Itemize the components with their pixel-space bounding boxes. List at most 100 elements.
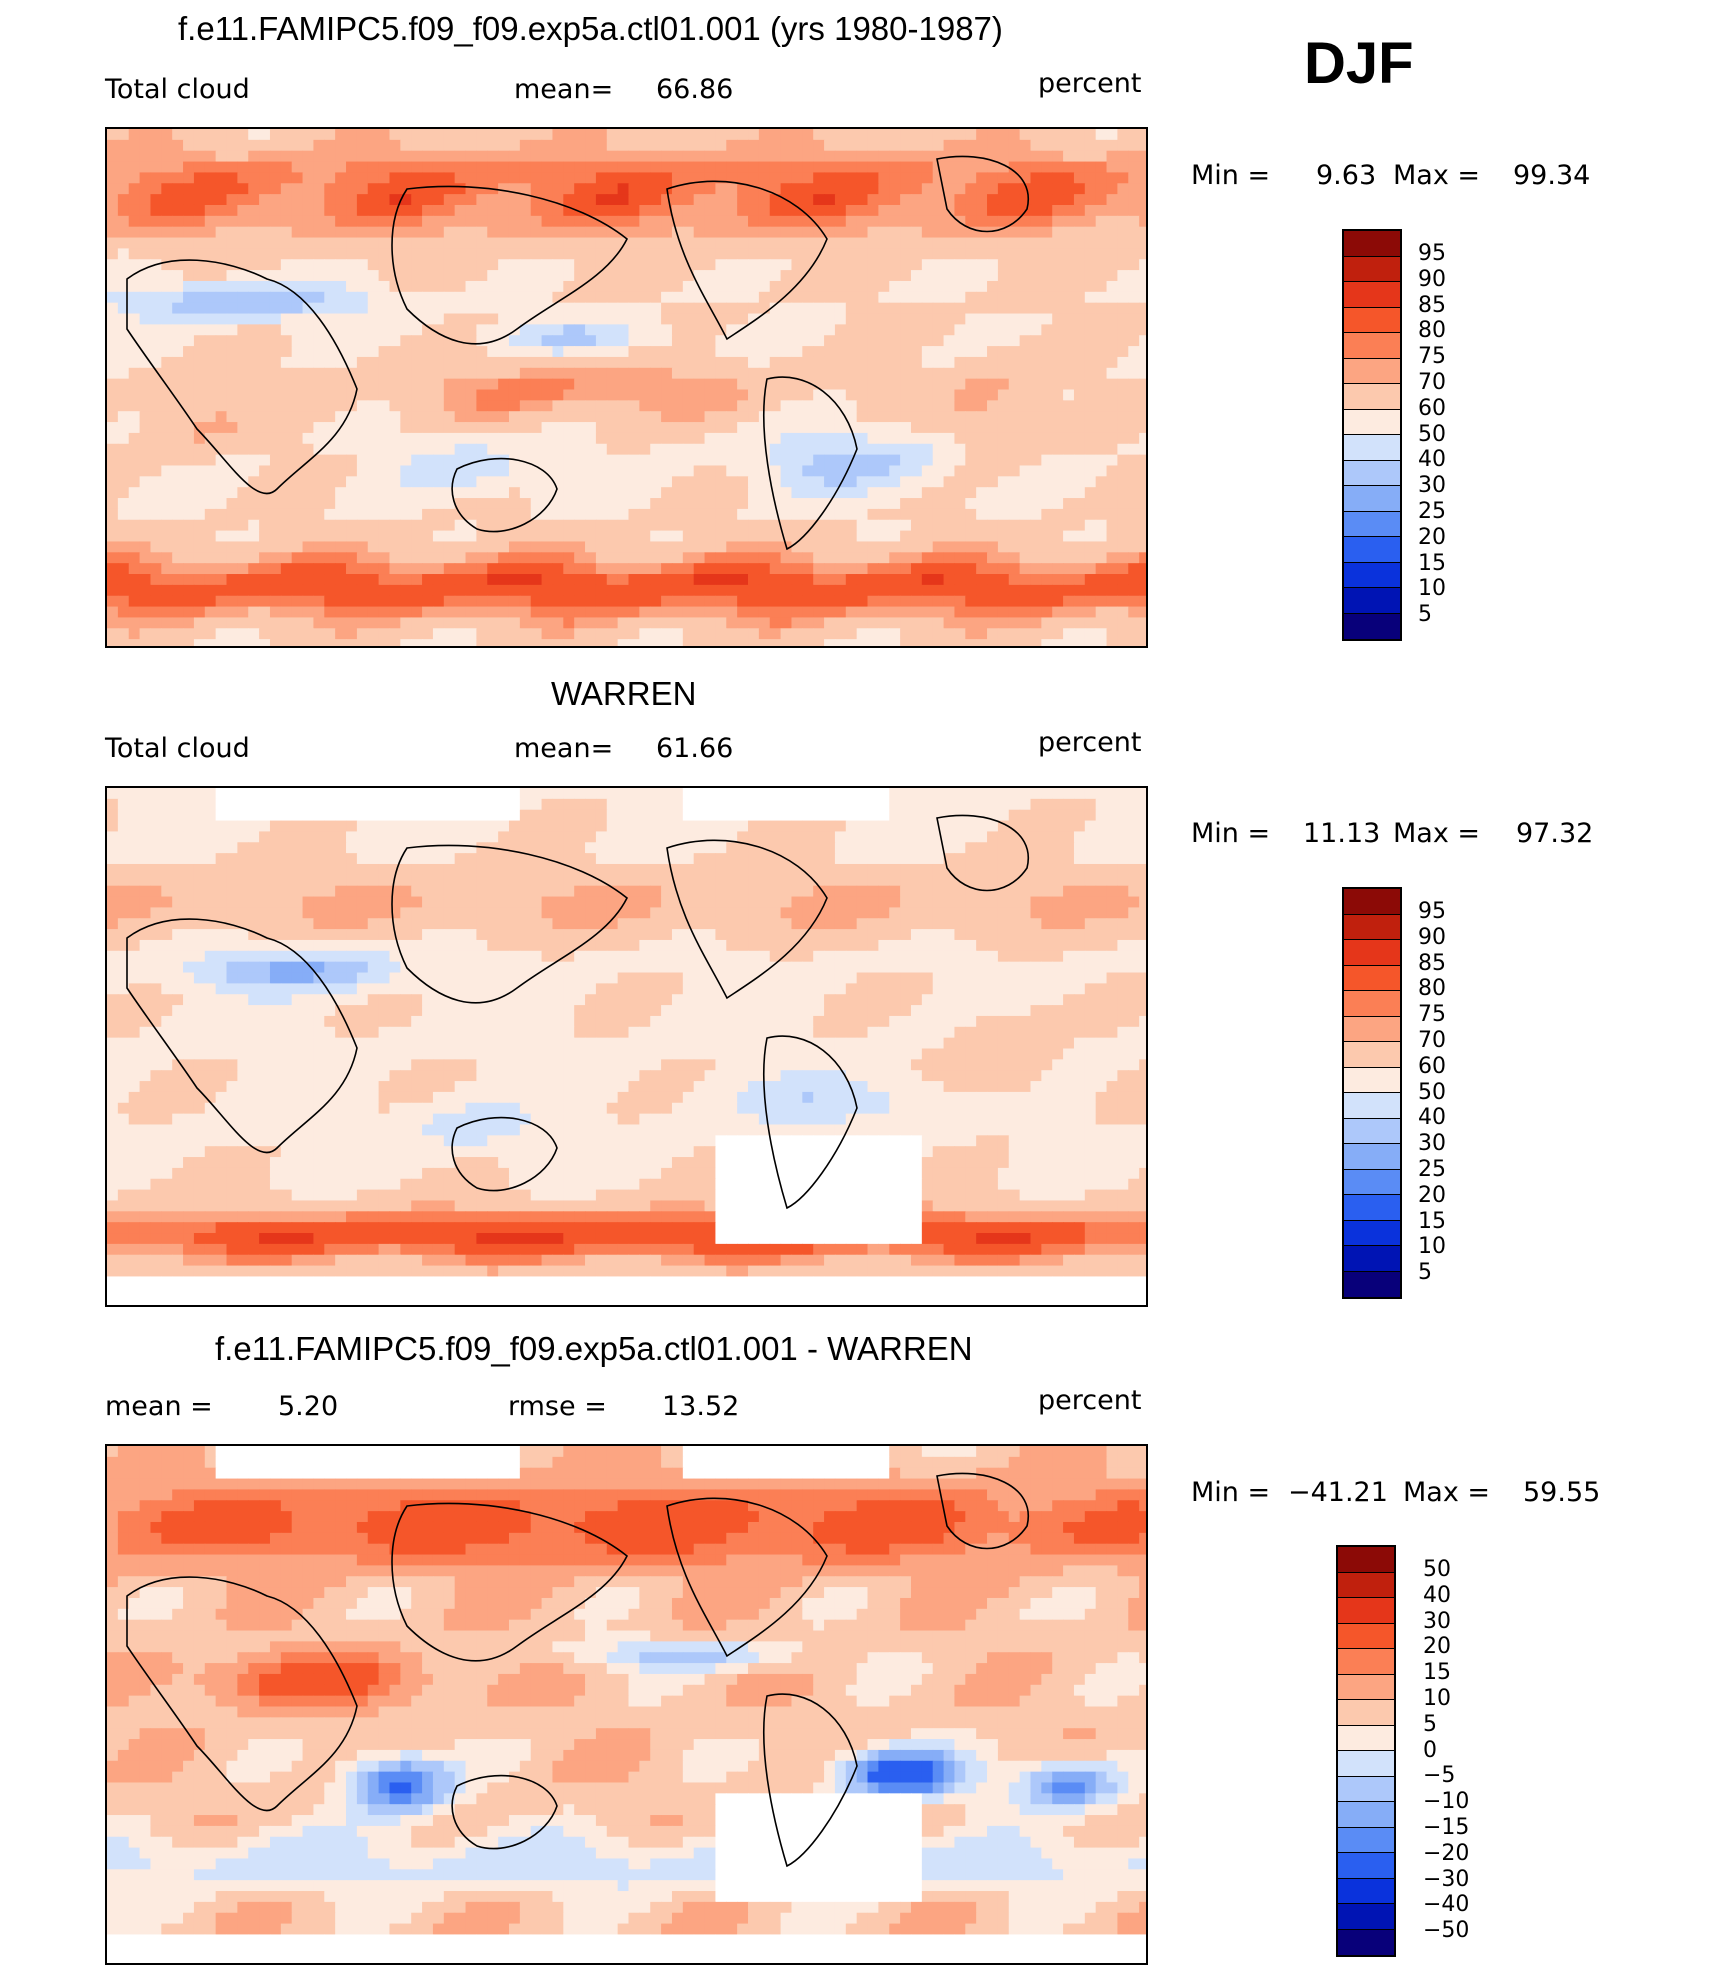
- field-cell: [1019, 443, 1032, 456]
- field-cell: [454, 237, 467, 249]
- field-cell: [997, 552, 1010, 564]
- field-cell: [367, 237, 380, 249]
- field-cell: [378, 400, 391, 412]
- field-cell: [748, 313, 760, 325]
- field-cell: [682, 519, 695, 532]
- field-cell: [465, 628, 477, 640]
- field-cell: [411, 270, 423, 282]
- field-cell: [715, 237, 727, 249]
- field-cell: [965, 161, 977, 174]
- field-cell: [422, 389, 434, 401]
- field-cell: [704, 422, 717, 434]
- field-cell: [400, 356, 412, 369]
- field-cell: [541, 204, 554, 217]
- field-cell: [965, 378, 977, 391]
- field-cell: [878, 476, 890, 488]
- field-cell: [378, 606, 391, 619]
- field-cell: [117, 639, 130, 646]
- field-cell: [650, 313, 662, 325]
- field-cell: [172, 302, 184, 315]
- field-cell: [519, 563, 532, 575]
- field-cell: [856, 454, 869, 467]
- field-cell: [943, 422, 956, 434]
- field-cell: [269, 204, 282, 217]
- field-cell: [204, 248, 217, 260]
- field-cell: [987, 161, 999, 174]
- field-cell: [508, 508, 521, 521]
- field-cell: [367, 584, 380, 597]
- field-cell: [237, 432, 249, 445]
- field-cell: [400, 172, 412, 184]
- field-cell: [259, 584, 271, 597]
- field-cell: [183, 584, 195, 597]
- field-cell: [791, 194, 803, 206]
- field-cell: [335, 237, 347, 249]
- field-cell: [617, 270, 630, 282]
- field-cell: [1139, 400, 1146, 412]
- field-cell: [595, 237, 608, 249]
- field-cell: [834, 476, 847, 488]
- field-cell: [1106, 465, 1118, 477]
- field-cell: [780, 172, 793, 184]
- field-cell: [954, 129, 966, 141]
- field-cell: [280, 519, 293, 532]
- field-cell: [1084, 443, 1097, 456]
- field-cell: [508, 248, 521, 260]
- field-cell: [324, 400, 336, 412]
- field-cell: [367, 411, 380, 423]
- field-cell: [585, 476, 597, 488]
- field-cell: [1128, 204, 1140, 217]
- field-cell: [769, 346, 782, 358]
- field-cell: [563, 508, 575, 521]
- field-cell: [715, 809, 727, 822]
- field-cell: [726, 129, 738, 141]
- field-cell: [1063, 584, 1075, 597]
- field-cell: [737, 346, 749, 358]
- field-cell: [313, 809, 325, 822]
- field-cell: [346, 324, 358, 336]
- field-cell: [313, 291, 325, 304]
- field-cell: [324, 798, 336, 811]
- field-cell: [487, 454, 499, 467]
- field-cell: [715, 226, 727, 239]
- field-cell: [780, 204, 793, 217]
- field-cell: [1063, 129, 1075, 141]
- field-cell: [128, 215, 141, 228]
- field-cell: [834, 584, 847, 597]
- field-cell: [943, 574, 956, 586]
- field-cell: [889, 324, 901, 336]
- field-cell: [889, 809, 901, 822]
- field-cell: [226, 788, 238, 800]
- field-cell: [465, 788, 477, 800]
- field-cell: [335, 378, 347, 391]
- field-cell: [617, 508, 630, 521]
- field-cell: [193, 237, 206, 249]
- field-cell: [335, 324, 347, 336]
- field-cell: [574, 248, 586, 260]
- field-cell: [987, 400, 999, 412]
- field-cell: [1073, 617, 1086, 629]
- field-cell: [563, 530, 575, 543]
- field-cell: [1106, 150, 1118, 163]
- field-cell: [987, 346, 999, 358]
- field-cell: [476, 422, 488, 434]
- field-cell: [324, 639, 336, 646]
- field-cell: [878, 161, 890, 174]
- field-cell: [1117, 530, 1129, 543]
- field-cell: [302, 378, 315, 391]
- field-cell: [802, 324, 814, 336]
- field-cell: [726, 291, 738, 304]
- field-cell: [1030, 291, 1042, 304]
- field-cell: [378, 259, 391, 271]
- field-cell: [1073, 226, 1086, 239]
- field-cell: [921, 129, 934, 141]
- field-cell: [737, 335, 749, 347]
- field-cell: [280, 443, 293, 456]
- field-cell: [226, 313, 238, 325]
- field-cell: [563, 194, 575, 206]
- field-cell: [1063, 302, 1075, 315]
- field-cell: [1084, 617, 1097, 629]
- field-cell: [356, 552, 369, 564]
- field-cell: [1106, 313, 1118, 325]
- field-cell: [280, 237, 293, 249]
